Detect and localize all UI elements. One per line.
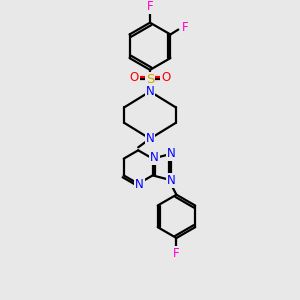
Text: N: N [167, 147, 176, 160]
Text: N: N [146, 85, 154, 98]
Text: F: F [182, 21, 188, 34]
Text: O: O [161, 71, 170, 84]
Text: N: N [146, 132, 154, 145]
Text: S: S [146, 73, 154, 86]
Text: F: F [147, 0, 153, 14]
Text: N: N [135, 178, 144, 191]
Text: N: N [167, 174, 176, 187]
Text: F: F [173, 247, 180, 260]
Text: N: N [150, 151, 159, 164]
Text: O: O [130, 71, 139, 84]
